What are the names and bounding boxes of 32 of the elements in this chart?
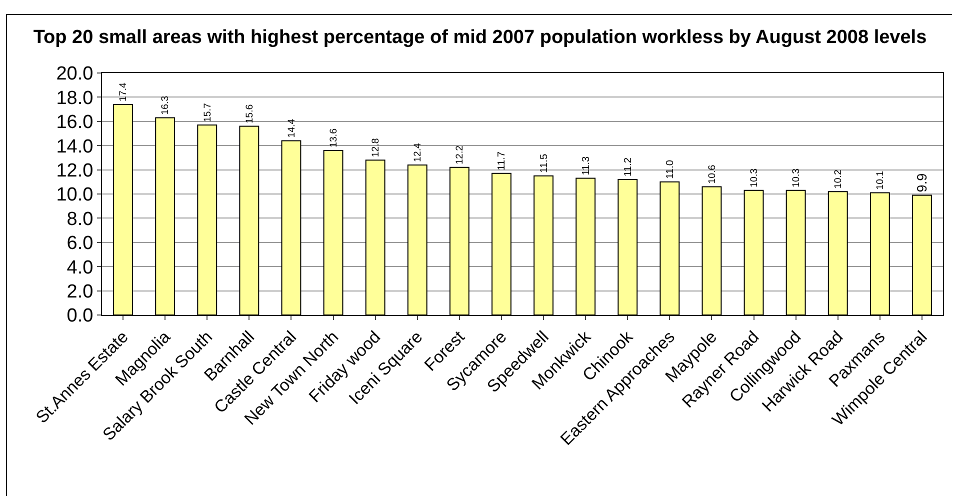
data-label: 12.8 (370, 138, 382, 158)
y-tick-label: 20.0 (56, 64, 94, 85)
y-tick-label: 4.0 (66, 257, 94, 278)
y-tick-label: 16.0 (56, 112, 94, 134)
y-tick-label: 14.0 (56, 136, 94, 158)
data-label: 17.4 (118, 82, 130, 102)
data-label: 9.9 (914, 173, 930, 192)
y-tick-label: 6.0 (66, 233, 94, 254)
data-label: 13.6 (328, 128, 340, 148)
data-label: 11.0 (664, 160, 676, 179)
data-label: 15.6 (244, 104, 256, 124)
data-label: 16.3 (160, 96, 172, 115)
y-tick-label: 0.0 (66, 306, 94, 327)
data-label: 11.5 (538, 154, 550, 173)
data-label: 10.1 (875, 170, 886, 190)
data-label: 10.3 (790, 168, 802, 188)
data-label: 11.7 (496, 151, 508, 170)
y-tick-label: 8.0 (66, 208, 94, 230)
data-label: 11.3 (580, 156, 592, 176)
y-tick-label: 12.0 (56, 160, 94, 182)
y-tick-label: 10.0 (56, 184, 94, 206)
data-label: 10.3 (748, 168, 760, 188)
data-label: 10.6 (706, 164, 718, 184)
chart-title: Top 20 small areas with highest percentage of mid 2007 population workless by August 2008 levels (33, 26, 927, 48)
data-label: 14.4 (286, 118, 298, 138)
data-label: 10.2 (833, 170, 844, 189)
y-tick-label: 2.0 (66, 281, 94, 302)
data-label: 11.2 (622, 157, 634, 176)
data-label: 12.4 (412, 142, 424, 162)
data-label: 12.2 (454, 145, 466, 164)
y-tick-label: 18.0 (56, 88, 94, 109)
data-label: 15.7 (202, 103, 214, 122)
